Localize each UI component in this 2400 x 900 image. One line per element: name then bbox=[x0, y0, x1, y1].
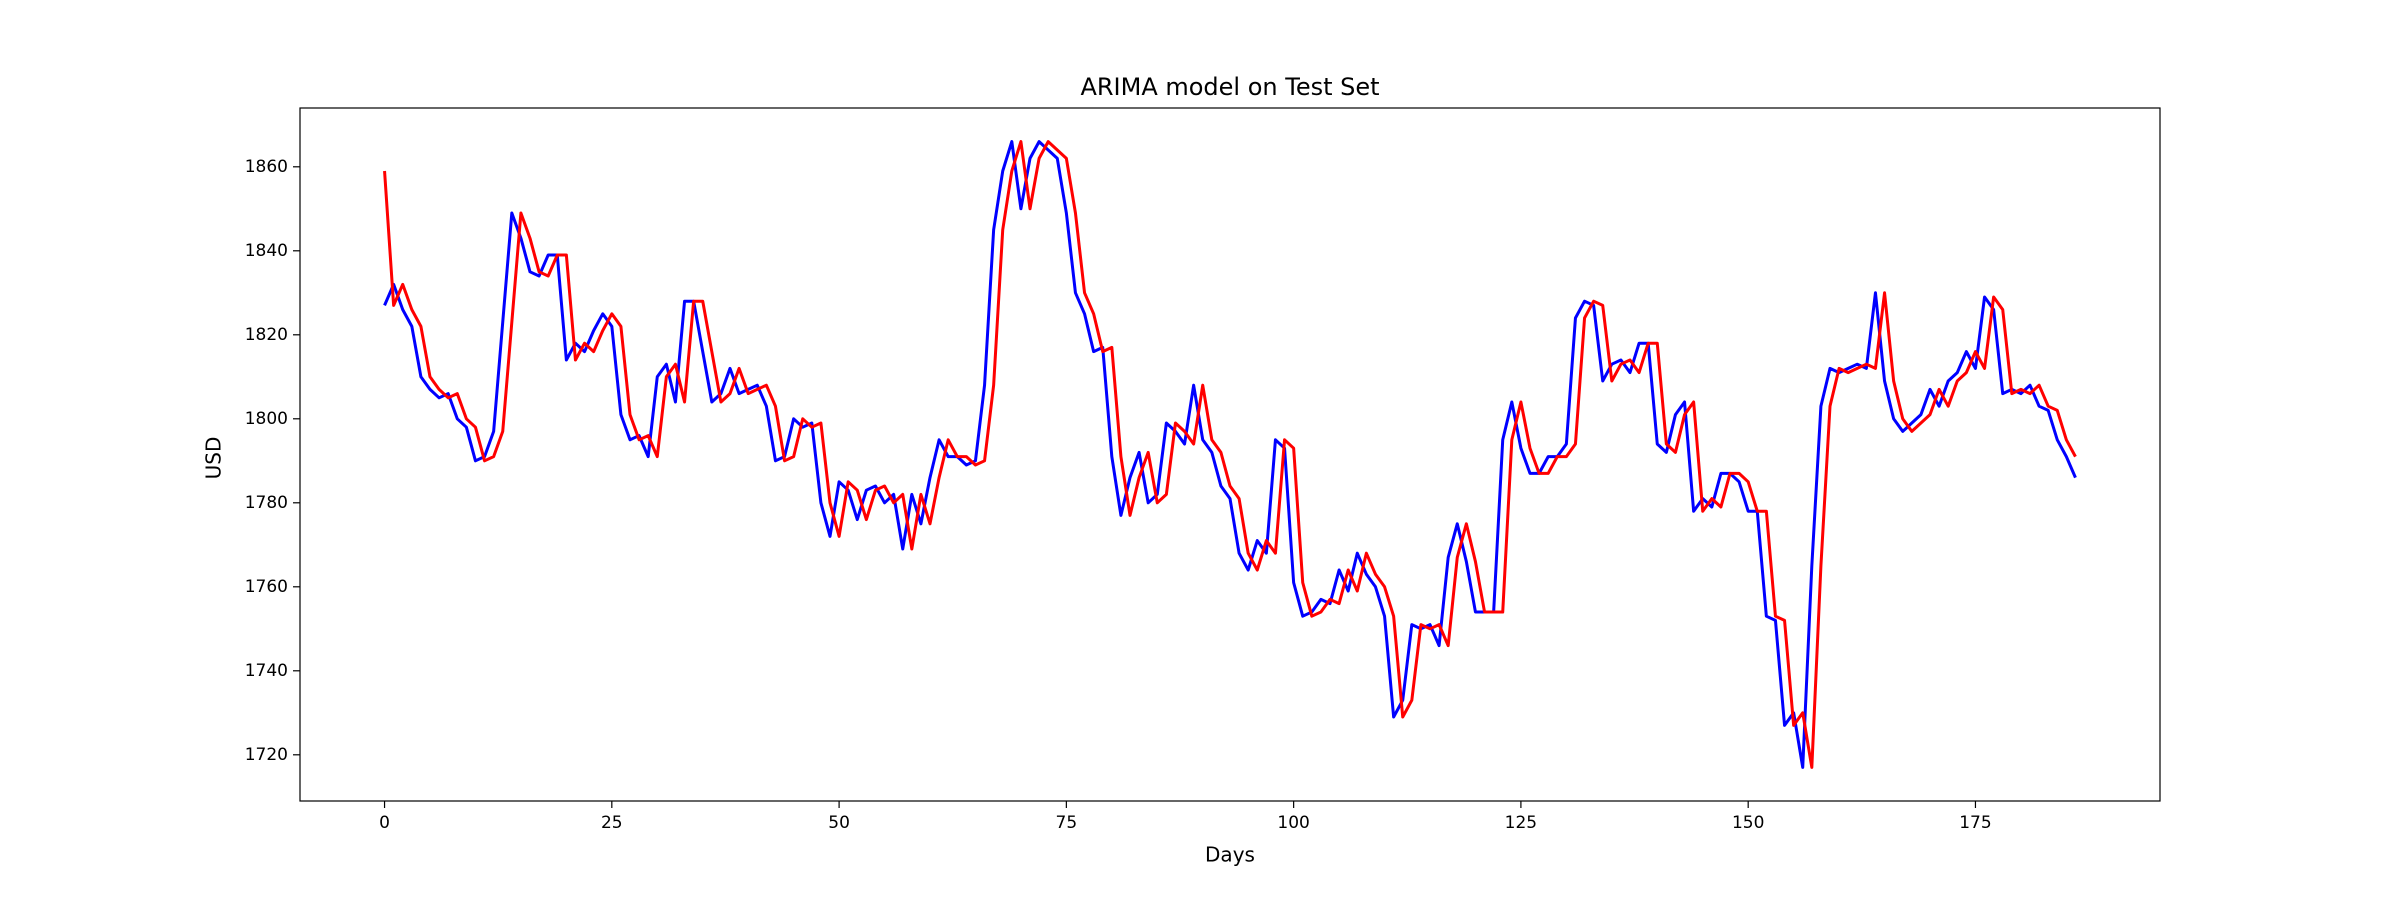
series-line bbox=[383, 140, 2077, 769]
x-tick-label: 25 bbox=[601, 813, 623, 833]
x-tick-label: 0 bbox=[379, 813, 390, 833]
y-axis-label: USD bbox=[202, 437, 226, 480]
plot-frame bbox=[299, 107, 2161, 802]
x-tick-label: 125 bbox=[1505, 813, 1537, 833]
y-tick-label: 1740 bbox=[245, 661, 288, 681]
x-tick-label: 175 bbox=[1959, 813, 1991, 833]
x-axis-label: Days bbox=[1205, 843, 1255, 867]
y-tick-label: 1800 bbox=[245, 409, 288, 429]
x-tick-label: 150 bbox=[1732, 813, 1764, 833]
x-tick-label: 75 bbox=[1056, 813, 1078, 833]
y-tick-label: 1860 bbox=[245, 157, 288, 177]
y-tick-label: 1840 bbox=[245, 241, 288, 261]
y-tick-label: 1760 bbox=[245, 577, 288, 597]
y-tick-label: 1720 bbox=[245, 745, 288, 765]
x-tick-label: 100 bbox=[1277, 813, 1309, 833]
y-tick-label: 1820 bbox=[245, 325, 288, 345]
y-tick-label: 1780 bbox=[245, 493, 288, 513]
x-tick-label: 50 bbox=[828, 813, 850, 833]
chart-title: ARIMA model on Test Set bbox=[1080, 73, 1379, 101]
